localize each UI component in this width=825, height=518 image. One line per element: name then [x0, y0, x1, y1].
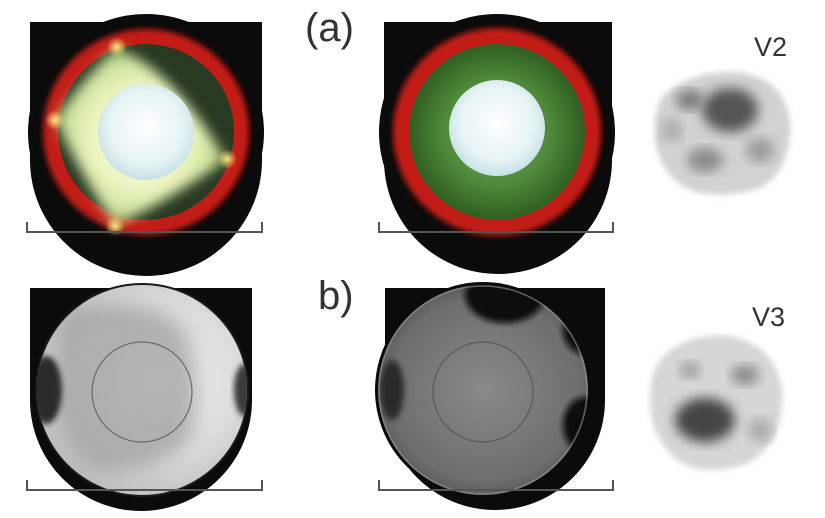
panel-b-right-scale-bar	[378, 480, 614, 491]
panel-a-left-image	[28, 14, 264, 276]
v2-label: V2	[754, 32, 788, 62]
panel-a-left-scale-bar	[26, 222, 263, 233]
v3-map	[650, 335, 783, 470]
v3-label: V3	[752, 302, 786, 332]
panel-b-right-image	[375, 282, 605, 510]
panel-b-left-scale-bar	[26, 480, 263, 491]
panel-label-b: b)	[318, 274, 354, 318]
panel-label-a: (a)	[305, 6, 354, 50]
panel-a-right-image	[379, 14, 615, 274]
panel-a-right-scale-bar	[378, 222, 614, 233]
v2-map	[654, 71, 791, 195]
panel-b-left-image	[30, 283, 252, 511]
